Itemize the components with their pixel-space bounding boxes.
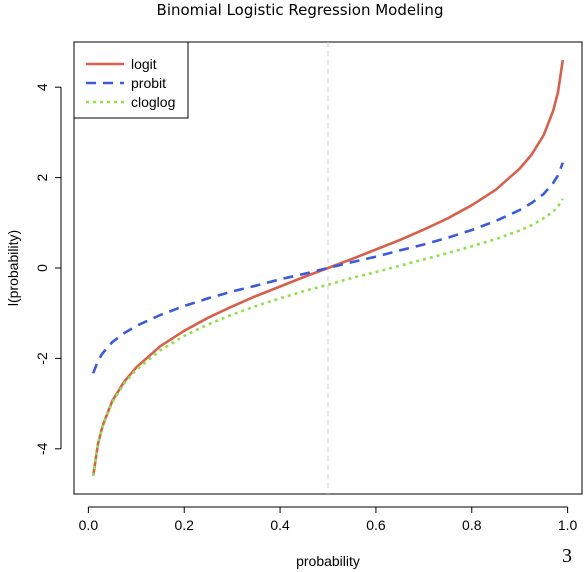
legend-label-cloglog: cloglog [131,94,175,110]
x-tick-label: 0.0 [79,517,99,533]
x-tick-label: 1.0 [558,517,578,533]
y-tick-label: 4 [34,83,50,91]
legend-label-logit: logit [131,56,157,72]
chart-title: Binomial Logistic Regression Modeling [157,1,444,19]
y-tick-label: 0 [34,264,50,272]
x-tick-label: 0.4 [270,517,290,533]
page-number: 3 [562,545,572,567]
y-axis-label: l(probability) [5,230,21,306]
legend: logit probit cloglog [73,41,189,119]
x-tick-label: 0.2 [174,517,194,533]
series-line-probit [91,162,565,374]
x-tick-label: 0.6 [366,517,386,533]
y-tick-label: -2 [34,352,50,365]
y-tick-label: 2 [34,173,50,181]
legend-label-probit: probit [131,75,166,91]
x-axis-label: probability [296,553,360,569]
x-tick-label: 0.8 [462,517,482,533]
y-tick-label: -4 [34,442,50,455]
series-line-logit [91,59,565,477]
legend-box [73,41,189,119]
